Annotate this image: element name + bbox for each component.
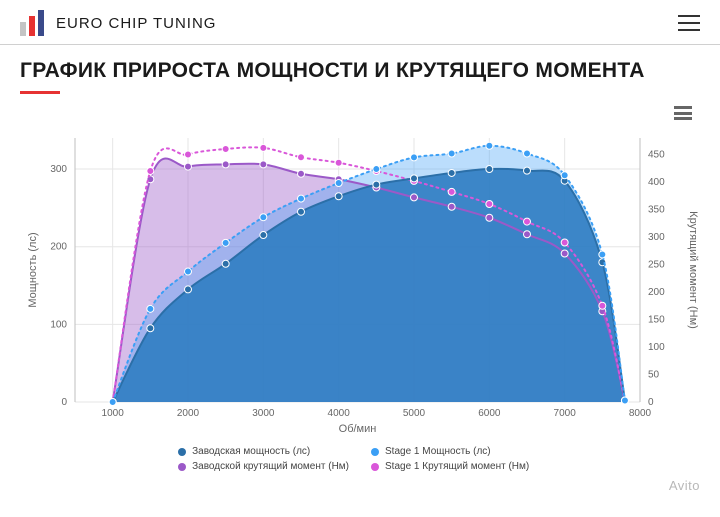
svg-text:4000: 4000 bbox=[328, 408, 351, 419]
brand-name: EURO CHIP TUNING bbox=[56, 15, 216, 32]
header: EURO CHIP TUNING bbox=[0, 0, 720, 44]
legend-item-stock-power[interactable]: Заводская мощность (лс) bbox=[178, 446, 349, 457]
power-torque-chart: 10002000300040005000600070008000Об/мин01… bbox=[20, 110, 700, 440]
watermark: Avito bbox=[669, 478, 700, 493]
legend-label: Заводская мощность (лс) bbox=[192, 446, 310, 457]
legend-item-stock-torque[interactable]: Заводской крутящий момент (Нм) bbox=[178, 461, 349, 472]
legend-item-stage1-torque[interactable]: Stage 1 Крутящий момент (Нм) bbox=[371, 461, 542, 472]
svg-text:100: 100 bbox=[50, 319, 67, 330]
svg-text:6000: 6000 bbox=[478, 408, 501, 419]
svg-text:2000: 2000 bbox=[177, 408, 200, 419]
chart-legend: Заводская мощность (лс) Stage 1 Мощность … bbox=[178, 446, 542, 472]
chart-menu-icon[interactable] bbox=[674, 106, 692, 120]
svg-text:300: 300 bbox=[50, 164, 67, 175]
logo[interactable]: EURO CHIP TUNING bbox=[20, 10, 216, 36]
legend-label: Заводской крутящий момент (Нм) bbox=[192, 461, 349, 472]
page-title: ГРАФИК ПРИРОСТА МОЩНОСТИ И КРУТЯЩЕГО МОМ… bbox=[20, 59, 700, 83]
svg-text:8000: 8000 bbox=[629, 408, 652, 419]
svg-text:150: 150 bbox=[648, 315, 665, 326]
svg-text:Мощность (лс): Мощность (лс) bbox=[27, 232, 39, 307]
logo-bars-icon bbox=[20, 10, 48, 36]
svg-text:300: 300 bbox=[648, 232, 665, 243]
legend-swatch-icon bbox=[371, 448, 379, 456]
legend-swatch-icon bbox=[178, 463, 186, 471]
svg-text:Крутящий момент (Нм): Крутящий момент (Нм) bbox=[687, 211, 699, 329]
svg-text:200: 200 bbox=[648, 287, 665, 298]
legend-item-stage1-power[interactable]: Stage 1 Мощность (лс) bbox=[371, 446, 542, 457]
footer: Avito bbox=[0, 472, 720, 493]
svg-text:5000: 5000 bbox=[403, 408, 426, 419]
svg-text:0: 0 bbox=[648, 397, 654, 408]
svg-text:350: 350 bbox=[648, 205, 665, 216]
chart-container: 10002000300040005000600070008000Об/мин01… bbox=[0, 100, 720, 472]
legend-swatch-icon bbox=[371, 463, 379, 471]
title-underline bbox=[20, 91, 60, 94]
svg-text:250: 250 bbox=[648, 260, 665, 271]
legend-label: Stage 1 Мощность (лс) bbox=[385, 446, 491, 457]
legend-label: Stage 1 Крутящий момент (Нм) bbox=[385, 461, 529, 472]
legend-swatch-icon bbox=[178, 448, 186, 456]
svg-text:450: 450 bbox=[648, 150, 665, 161]
menu-icon[interactable] bbox=[678, 15, 700, 31]
svg-text:100: 100 bbox=[648, 342, 665, 353]
svg-text:3000: 3000 bbox=[252, 408, 275, 419]
title-section: ГРАФИК ПРИРОСТА МОЩНОСТИ И КРУТЯЩЕГО МОМ… bbox=[0, 45, 720, 100]
svg-text:1000: 1000 bbox=[102, 408, 125, 419]
svg-text:7000: 7000 bbox=[554, 408, 577, 419]
svg-text:200: 200 bbox=[50, 242, 67, 253]
svg-text:0: 0 bbox=[61, 397, 67, 408]
svg-text:50: 50 bbox=[648, 370, 660, 381]
svg-text:Об/мин: Об/мин bbox=[339, 423, 377, 435]
svg-text:400: 400 bbox=[648, 177, 665, 188]
